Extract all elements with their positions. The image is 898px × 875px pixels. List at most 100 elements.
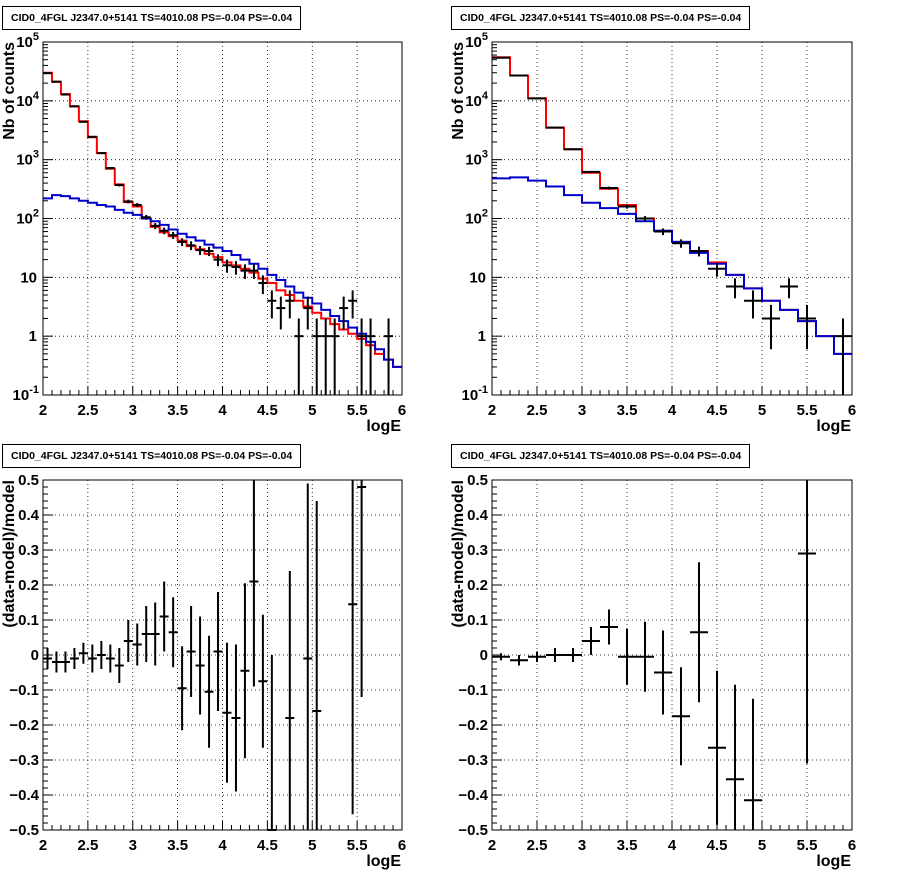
x-tick-label: 3.5 [167, 837, 188, 854]
data-point [177, 646, 187, 731]
y-tick-label: 0.2 [18, 577, 39, 594]
panel4-title: CID0_4FGL J2347.0+5141 TS=4010.08 PS=-0.… [451, 444, 751, 468]
data-point [636, 216, 654, 222]
y-axis-label: (data-model)/model [1, 480, 18, 628]
panel1-title: CID0_4FGL J2347.0+5141 TS=4010.08 PS=-0.… [2, 6, 302, 30]
data-point [240, 583, 250, 759]
x-tick-label: 3.5 [617, 402, 638, 419]
y-tick-label: 103 [16, 149, 39, 169]
data-point [357, 318, 367, 395]
data-point [690, 562, 708, 703]
data-point [672, 239, 690, 248]
data-point [744, 698, 762, 830]
y-tick-label: 104 [16, 90, 40, 110]
y-tick-label: 0.3 [467, 542, 488, 559]
data-point [303, 296, 313, 330]
plot-frame [491, 41, 853, 396]
y-tick-label: 0.5 [467, 472, 488, 489]
data-point [186, 606, 196, 697]
data-point [384, 318, 394, 395]
y-tick-label: 0 [31, 647, 39, 664]
y-axis-label: (data-model)/model [450, 480, 467, 628]
data-point [366, 318, 376, 395]
y-tick-label: 0.1 [18, 612, 39, 629]
data-point [582, 170, 600, 173]
y-tick-label: 0.3 [18, 542, 39, 559]
data-point [267, 655, 277, 831]
data-point [141, 214, 151, 220]
x-tick-label: 2 [39, 837, 47, 854]
data-point [303, 483, 313, 830]
data-point [528, 651, 546, 662]
y-tick-label: 102 [16, 208, 39, 228]
data-point [78, 642, 88, 664]
y-tick-label: −0.5 [458, 822, 488, 839]
data-point [798, 480, 816, 764]
data-point [168, 231, 178, 239]
x-tick-label: 5 [308, 402, 316, 419]
x-tick-label: 4.5 [257, 402, 278, 419]
x-tick-label: 3.5 [167, 402, 188, 419]
data-point [114, 183, 124, 187]
data-point [312, 318, 322, 395]
data-point [285, 571, 295, 830]
y-tick-label: −0.3 [9, 752, 39, 769]
data-point [510, 655, 528, 666]
data-point [582, 627, 600, 655]
y-tick-label: −0.4 [458, 787, 488, 804]
y-tick-label: −0.2 [9, 717, 39, 734]
data-point [231, 261, 241, 275]
y-tick-label: 105 [465, 31, 488, 51]
x-axis-label: logE [366, 418, 401, 435]
x-tick-label: 2.5 [527, 402, 548, 419]
data-point [195, 616, 205, 715]
y-tick-label: 1 [29, 328, 37, 345]
data-point [114, 648, 124, 683]
x-tick-label: 3.5 [617, 837, 638, 854]
data-point [249, 264, 259, 279]
y-tick-label: 104 [465, 90, 489, 110]
y-tick-label: −0.1 [458, 682, 488, 699]
x-tick-label: 2 [488, 837, 496, 854]
panel-3: 2 2.5 3 3.5 4 4.5 5 5.5 6 −0.5 −0.4 −0.3 −0.2 −0.1 0 0.… [1, 472, 406, 870]
data-point [672, 667, 690, 766]
data-point [132, 203, 142, 207]
y-tick-label: 10-1 [13, 384, 39, 404]
data-point [177, 238, 187, 247]
plot-frame [42, 479, 403, 831]
data-point [339, 296, 349, 330]
x-tick-label: 5.5 [797, 837, 818, 854]
data-point [132, 623, 142, 666]
y-tick-label: 0.1 [467, 612, 488, 629]
data-point [150, 222, 160, 230]
data-point [654, 228, 672, 236]
x-tick-label: 4 [668, 837, 677, 854]
x-tick-label: 5 [758, 402, 766, 419]
x-tick-label: 4 [668, 402, 677, 419]
data-point [43, 648, 52, 669]
data-point [204, 246, 214, 257]
y-tick-label: 10 [469, 269, 486, 286]
data-point [348, 290, 358, 319]
data-point [159, 581, 169, 652]
background-model-line [43, 194, 402, 368]
data-point [69, 105, 79, 108]
data-point [564, 148, 582, 151]
data-point [69, 648, 79, 669]
y-tick-label: 0.2 [467, 577, 488, 594]
data-point [123, 199, 133, 204]
data-point [186, 241, 196, 251]
y-tick-label: 103 [465, 149, 488, 169]
data-point [546, 648, 564, 662]
x-tick-label: 5.5 [347, 402, 368, 419]
y-tick-label: 1 [478, 328, 486, 345]
data-point [96, 152, 106, 155]
x-tick-label: 6 [398, 402, 406, 419]
x-axis-label: logE [816, 853, 851, 870]
data-point [708, 670, 726, 825]
data-point [159, 227, 169, 235]
x-tick-label: 6 [848, 402, 856, 419]
data-point [213, 592, 223, 711]
data-point [96, 641, 106, 669]
data-point [492, 653, 510, 661]
